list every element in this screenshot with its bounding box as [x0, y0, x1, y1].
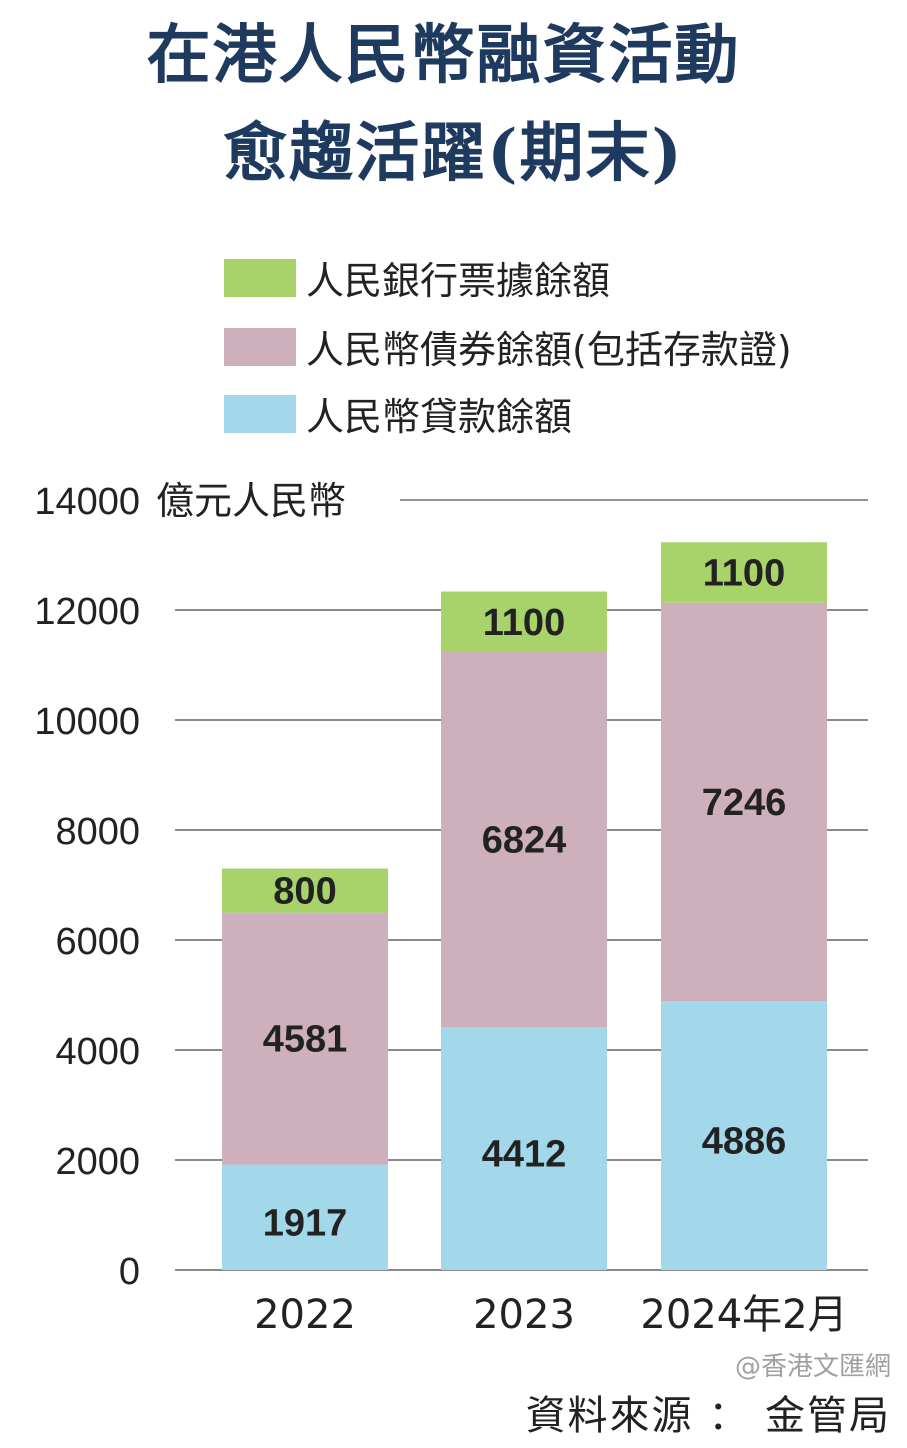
- legend-swatch: [224, 327, 296, 366]
- data-label: 7246: [702, 782, 787, 824]
- y-tick-label: 2000: [55, 1141, 140, 1183]
- watermark: @香港文匯網: [734, 1352, 891, 1382]
- data-label: 4581: [263, 1019, 348, 1061]
- legend-label: 人民銀行票據餘額: [306, 259, 611, 303]
- bar-segment: [661, 602, 827, 1002]
- bar-segment: [222, 912, 388, 1165]
- x-tick-label: 2024年2月: [640, 1292, 847, 1338]
- legend-item-loans: 人民幣貸款餘額: [224, 386, 572, 441]
- chart-title-line-2: 愈趨活躍(期末): [223, 116, 684, 191]
- legend-swatch: [224, 258, 296, 297]
- data-label: 1917: [263, 1202, 348, 1244]
- bar-segment: [441, 652, 607, 1028]
- y-tick-label: 8000: [55, 811, 140, 853]
- bar-segment: [661, 542, 827, 603]
- y-axis-unit-label: 億元人民幣: [156, 479, 346, 523]
- chart-title-line-1: 在港人民幣融資活動: [146, 18, 741, 93]
- data-label: 1100: [703, 552, 785, 594]
- bar-segment: [222, 868, 388, 913]
- data-label: 6824: [482, 820, 567, 862]
- legend-swatch: [224, 394, 296, 433]
- bar-segment: [661, 1001, 827, 1270]
- legend-label: 人民幣貸款餘額: [306, 395, 573, 439]
- legend-label: 人民幣債券餘額(包括存款證): [306, 328, 792, 372]
- source-note: 資料來源 ： 金管局: [525, 1393, 891, 1439]
- y-tick-label: 12000: [34, 591, 140, 633]
- data-label: 1100: [483, 602, 565, 644]
- legend-item-pboc-bills: 人民銀行票據餘額: [224, 250, 610, 305]
- y-tick-label: 6000: [55, 921, 140, 963]
- x-tick-label: 2022: [254, 1292, 356, 1338]
- y-tick-label: 4000: [55, 1031, 140, 1073]
- data-label: 4412: [482, 1134, 567, 1176]
- legend-item-bonds: 人民幣債券餘額(包括存款證): [224, 319, 792, 374]
- bar-segment: [441, 591, 607, 653]
- bar-segment: [441, 1027, 607, 1270]
- x-tick-label: 2023: [473, 1292, 575, 1338]
- y-tick-label: 0: [119, 1251, 140, 1293]
- y-tick-label: 10000: [34, 701, 140, 743]
- y-tick-label: 14000: [34, 481, 140, 523]
- data-label: 4886: [702, 1121, 787, 1163]
- bar-segment: [222, 1164, 388, 1270]
- data-label: 800: [273, 871, 336, 913]
